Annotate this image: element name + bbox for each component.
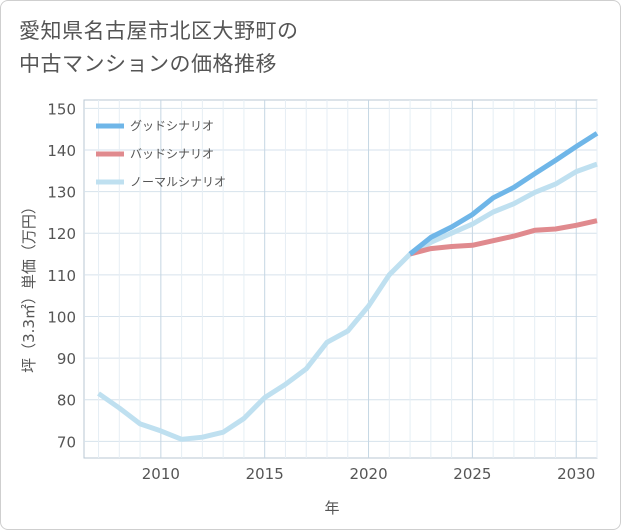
chart-title-line-2: 中古マンションの価格推移 xyxy=(19,52,277,76)
y-tick-label: 90 xyxy=(57,350,76,368)
y-tick-label: 120 xyxy=(47,225,76,243)
chart-title-line-1: 愛知県名古屋市北区大野町の xyxy=(19,19,299,43)
y-tick-label: 100 xyxy=(47,308,76,326)
x-tick-label: 2030 xyxy=(557,465,595,483)
grid xyxy=(83,99,598,459)
x-axis-title: 年 xyxy=(324,499,339,517)
chart-title: 愛知県名古屋市北区大野町の 中古マンションの価格推移 xyxy=(19,15,439,81)
y-tick-label: 110 xyxy=(47,267,76,285)
y-axis-title: 坪（3.3㎡）単価（万円） xyxy=(20,199,38,373)
legend-label: バッドシナリオ xyxy=(130,147,214,161)
x-tick-label: 2020 xyxy=(349,465,387,483)
series-line-3 xyxy=(97,161,598,442)
x-tick-label: 2010 xyxy=(142,465,180,483)
legend-label: グッドシナリオ xyxy=(130,119,214,133)
y-tick-label: 130 xyxy=(47,184,76,202)
series-layer xyxy=(97,131,599,442)
y-tick-label: 150 xyxy=(47,100,76,118)
x-tick-label: 2025 xyxy=(453,465,491,483)
series-line-1 xyxy=(408,131,599,256)
legend-label: ノーマルシナリオ xyxy=(130,175,226,189)
y-tick-label: 140 xyxy=(47,142,76,160)
tick-labels: 70 80 90 100 110 120 130 140 150 2010 2015 2020 2025… xyxy=(47,100,595,483)
x-tick-label: 2015 xyxy=(246,465,284,483)
y-tick-label: 70 xyxy=(57,433,76,451)
y-tick-label: 80 xyxy=(57,392,76,410)
series-line-2 xyxy=(409,218,598,257)
